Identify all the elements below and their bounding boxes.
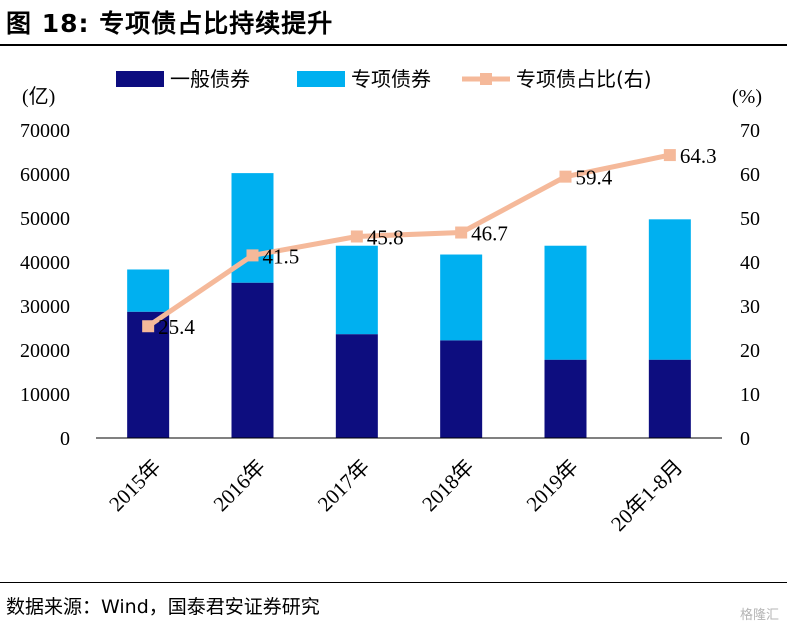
- share-data-label: 45.8: [367, 225, 404, 249]
- y-right-tick-label: 0: [740, 428, 750, 450]
- y-right-axis: 0 10 20 30 40 50 60 70: [740, 120, 760, 450]
- x-tick-label: 20年1-8月: [606, 455, 687, 536]
- bar-general-bond: [544, 359, 587, 438]
- share-data-label: 25.4: [158, 315, 195, 339]
- bar-general-bond: [440, 340, 483, 438]
- legend-swatch-marker: [480, 73, 492, 85]
- y-left-tick-label: 70000: [20, 120, 70, 142]
- y-left-unit: (亿): [22, 85, 55, 108]
- y-right-tick-label: 40: [740, 252, 760, 274]
- chart-canvas: 一般债券 专项债券 专项债占比(右) (亿) (%) 010000200003000…: [20, 67, 762, 536]
- bar-general-bond: [231, 282, 274, 438]
- share-data-label: 46.7: [471, 222, 508, 246]
- share-data-label: 59.4: [576, 166, 613, 190]
- x-tick-label: 2018年: [417, 455, 479, 517]
- y-left-tick-label: 0: [60, 428, 70, 450]
- y-right-unit: (%): [732, 86, 762, 108]
- bar-special-bond: [127, 269, 170, 312]
- share-data-label: 41.5: [263, 244, 300, 268]
- chart-legend: 一般债券 专项债券 专项债占比(右): [116, 67, 652, 91]
- y-right-tick-label: 60: [740, 164, 760, 186]
- bar-special-bond: [544, 245, 587, 360]
- share-data-label: 64.3: [680, 144, 717, 168]
- share-marker: [350, 230, 363, 243]
- bar-series: [127, 173, 691, 438]
- x-axis-labels: 2015年 2016年 2017年 2018年 2019年 20年1-8月: [104, 455, 687, 536]
- y-right-tick-label: 30: [740, 296, 760, 318]
- y-left-tick-label: 20000: [20, 340, 70, 362]
- x-tick-label: 2017年: [313, 455, 375, 517]
- x-tick-label: 2015年: [104, 455, 166, 517]
- y-left-tick-label: 50000: [20, 208, 70, 230]
- y-right-tick-label: 10: [740, 384, 760, 406]
- bar-special-bond: [335, 245, 378, 335]
- y-right-tick-label: 50: [740, 208, 760, 230]
- share-marker: [559, 170, 572, 183]
- title-divider: [0, 44, 787, 46]
- y-left-axis: 0 10000 20000 30000 40000 50000 60000 70000: [20, 120, 70, 450]
- legend-swatch: [297, 71, 345, 87]
- bar-special-bond: [648, 219, 691, 360]
- share-line: [146, 152, 671, 329]
- y-left-tick-label: 10000: [20, 384, 70, 406]
- bar-general-bond: [127, 311, 170, 438]
- share-marker: [246, 249, 259, 262]
- y-left-tick-label: 60000: [20, 164, 70, 186]
- y-left-tick-label: 40000: [20, 252, 70, 274]
- bar-general-bond: [648, 359, 691, 438]
- x-tick-label: 2019年: [522, 455, 584, 517]
- y-right-tick-label: 70: [740, 120, 760, 142]
- line-series: 25.4 41.5 45.8 46.7 59.4 64.3: [142, 144, 717, 339]
- source-note: 数据来源：Wind，国泰君安证券研究: [6, 596, 320, 618]
- x-tick-label: 2016年: [209, 455, 271, 517]
- legend-label: 专项债占比(右): [516, 67, 652, 91]
- figure-title: 图 18: 专项债占比持续提升: [6, 9, 334, 38]
- y-right-tick-label: 20: [740, 340, 760, 362]
- watermark: 格隆汇: [739, 608, 779, 623]
- legend-label: 一般债券: [170, 67, 250, 91]
- share-marker: [142, 320, 155, 333]
- share-marker: [663, 149, 676, 162]
- source-divider: [0, 582, 787, 583]
- bar-general-bond: [335, 334, 378, 438]
- legend-swatch: [116, 71, 164, 87]
- share-marker: [455, 226, 468, 239]
- bar-special-bond: [440, 254, 483, 341]
- y-left-tick-label: 30000: [20, 296, 70, 318]
- legend-label: 专项债券: [351, 67, 431, 91]
